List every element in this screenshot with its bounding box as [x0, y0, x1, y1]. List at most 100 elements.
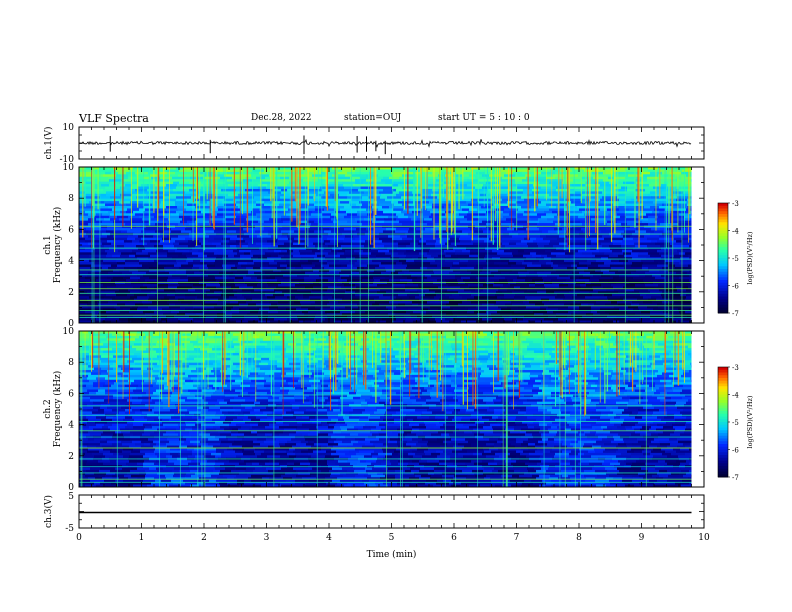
spectrum-cell [679, 262, 692, 265]
spectrum-cell [550, 240, 565, 244]
spectrum-cell [405, 179, 416, 183]
spectrum-cell [187, 274, 202, 278]
spectrum-cell [251, 331, 267, 334]
spectrum-cell [168, 218, 183, 222]
spectrum-cell [376, 308, 389, 312]
spectrum-cell [322, 176, 329, 180]
spectrum-cell [625, 303, 632, 307]
spectrum-cell [652, 274, 662, 278]
spectrum-cell [330, 305, 346, 309]
spectrum-cell [415, 335, 422, 339]
spectrum-cell [214, 296, 230, 300]
spectrum-cell [496, 213, 510, 217]
spectrum-cell [431, 335, 447, 339]
spectrum-cell [500, 254, 514, 258]
spectrum-cell [680, 313, 692, 317]
spectrum-cell [225, 313, 233, 317]
spectrum-cell [284, 242, 294, 246]
spectrum-cell [689, 279, 692, 283]
spectrum-cell [203, 218, 211, 222]
spectrum-cell [236, 188, 246, 192]
spectrum-cell [643, 249, 658, 253]
spectrum-cell [524, 355, 538, 359]
spectrum-cell [229, 318, 245, 322]
spectrum-cell [507, 193, 518, 197]
spectrum-cell [648, 218, 656, 222]
spectrum-cell [101, 286, 108, 290]
spectrum-cell [321, 335, 333, 339]
spectrum-cell [466, 345, 478, 349]
spectrum-cell [278, 245, 287, 248]
spectrum-cell [624, 206, 635, 209]
spectrum-cell [234, 293, 243, 297]
spectrum-cell [340, 208, 356, 212]
spectrum-cell [428, 167, 444, 170]
spectrum-cell [228, 186, 244, 190]
spectrum-cell [582, 223, 595, 226]
spectrum-cell [316, 193, 331, 197]
spectrum-cell [359, 252, 372, 256]
spectrum-cell [638, 254, 651, 258]
spectrum-cell [351, 245, 365, 248]
spectrum-cell [658, 262, 674, 265]
spectrum-cell [490, 276, 506, 280]
spectrum-cell [688, 254, 692, 258]
spectrum-cell [132, 249, 143, 253]
spectrum-cell [393, 333, 405, 337]
spectrum-cell [374, 245, 385, 248]
spectrum-cell [303, 293, 314, 297]
spectrum-cell [215, 181, 226, 185]
spectrum-cell [565, 271, 573, 275]
spectrum-cell [107, 338, 115, 342]
spectrum-cell [618, 331, 628, 334]
spectrum-cell [222, 220, 235, 224]
spectrum-cell [79, 269, 93, 273]
spectrum-cell [320, 215, 331, 219]
spectrum-cell [577, 264, 588, 268]
spectrum-cell [534, 305, 541, 309]
spectrum-cell [248, 320, 259, 324]
spectrum-cell [105, 288, 120, 292]
spectrum-cell [350, 335, 366, 339]
spectrum-cell [509, 196, 522, 200]
spectrum-cell [232, 338, 239, 342]
spectrum-cell [584, 169, 599, 173]
spectrum-cell [485, 254, 501, 258]
spectrum-cell [195, 288, 203, 292]
spectrum-cell [525, 296, 533, 300]
spectrum-cell [164, 345, 177, 349]
spectrum-cell [167, 293, 176, 297]
spectrum-cell [268, 247, 277, 251]
spectrum-cell [553, 220, 560, 224]
spectrum-cell [591, 352, 598, 356]
spectrum-cell [116, 284, 131, 287]
spectrum-cell [409, 296, 416, 300]
spectrum-cell [441, 266, 451, 270]
spectrum-cell [650, 310, 664, 314]
spectrum-cell [462, 301, 472, 304]
spectrum-cell [172, 176, 184, 180]
spectrum-cell [526, 338, 539, 342]
spectrum-cell [166, 223, 179, 226]
spectrum-cell [400, 235, 408, 239]
spectrum-cell [451, 343, 464, 347]
spectrum-cell [167, 279, 174, 283]
spectrum-cell [356, 269, 368, 273]
spectrum-cell [254, 357, 262, 361]
spectrum-cell [281, 357, 289, 361]
spectrum-cell [212, 210, 228, 214]
spectrum-cell [603, 345, 619, 349]
spectrum-cell [272, 348, 287, 351]
spectrum-cell [556, 247, 564, 251]
spectrum-cell [127, 333, 137, 337]
spectrum-cell [94, 227, 102, 231]
spectrum-cell [149, 220, 159, 224]
spectrum-cell [629, 191, 637, 195]
spectrum-cell [373, 281, 388, 285]
spectrum-cell [378, 249, 390, 253]
spectrum-cell [299, 220, 308, 224]
spectrum-cell [662, 171, 670, 175]
spectrum-cell [134, 352, 143, 356]
spectrum-cell [92, 357, 101, 361]
spectrum-cell [215, 259, 227, 263]
